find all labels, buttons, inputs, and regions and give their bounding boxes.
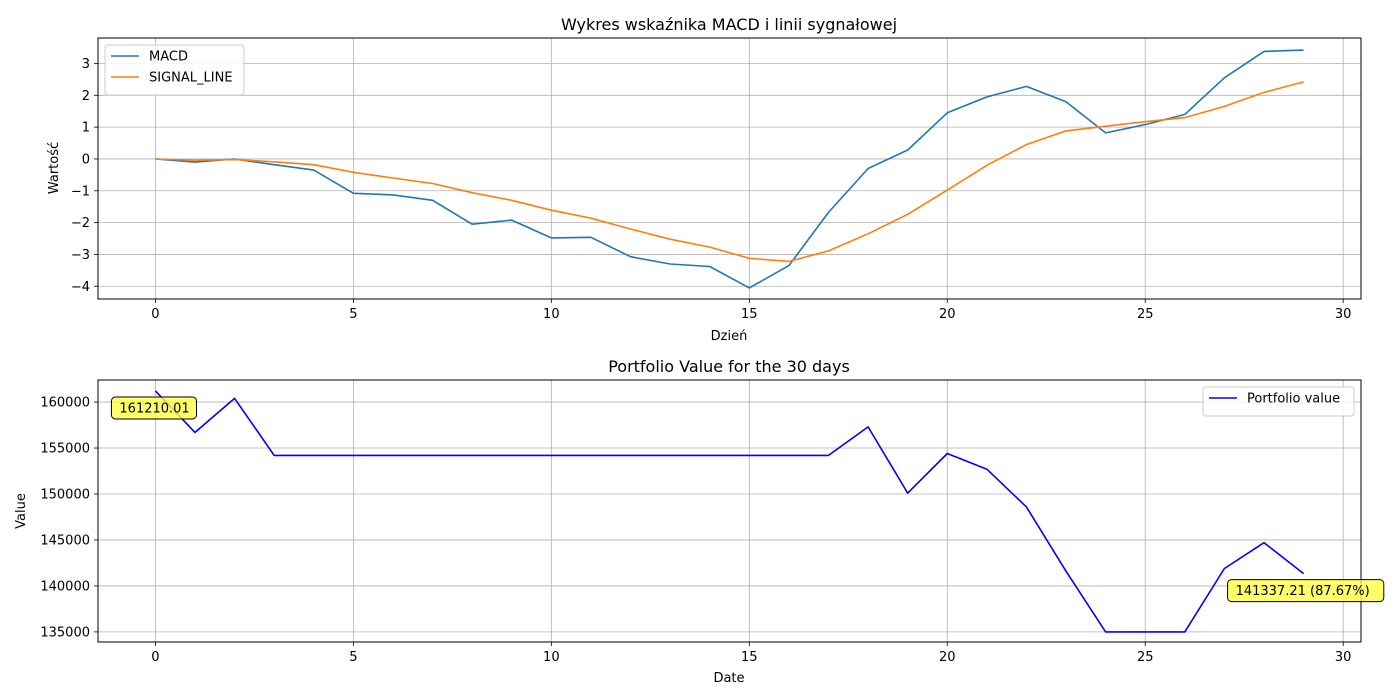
portfolio-y-tick-label: 135000 bbox=[40, 625, 90, 640]
macd-legend-label: SIGNAL_LINE bbox=[149, 71, 233, 86]
macd-grid bbox=[98, 38, 1361, 299]
macd-y-tick-label: −2 bbox=[71, 216, 90, 231]
portfolio-annotation-label: 161210.01 bbox=[119, 401, 189, 416]
macd-y-tick-label: 2 bbox=[82, 89, 90, 104]
macd-x-tick-label: 20 bbox=[939, 307, 956, 322]
macd-y-tick-label: 3 bbox=[82, 57, 90, 72]
macd-x-tick-label: 25 bbox=[1137, 307, 1154, 322]
macd-legend: MACD SIGNAL_LINE bbox=[104, 44, 245, 96]
portfolio-legend: Portfolio value bbox=[1202, 386, 1355, 417]
portfolio-y-tick-label: 160000 bbox=[40, 396, 90, 411]
portfolio-y-tick-label: 145000 bbox=[40, 533, 90, 548]
portfolio-x-tick-label: 25 bbox=[1137, 650, 1154, 665]
portfolio-grid bbox=[98, 380, 1361, 642]
macd-y-tick-label: −3 bbox=[71, 248, 90, 263]
macd-series-signal-line bbox=[155, 81, 1304, 263]
portfolio-annotation-label: 141337.21 (87.67%) bbox=[1236, 584, 1370, 599]
portfolio-chart-title: Portfolio Value for the 30 days bbox=[608, 357, 850, 376]
portfolio-x-axis-label: Date bbox=[713, 671, 744, 686]
portfolio-annotations: 161210.01 141337.21 (87.67%) bbox=[110, 396, 1385, 603]
portfolio-x-tick-label: 20 bbox=[939, 650, 956, 665]
portfolio-legend-label: Portfolio value bbox=[1247, 392, 1340, 407]
portfolio-series-group bbox=[154, 390, 1305, 633]
macd-y-tick-label: 1 bbox=[82, 121, 90, 136]
portfolio-x-tick-label: 10 bbox=[543, 650, 560, 665]
macd-y-tick-label: −1 bbox=[71, 184, 90, 199]
portfolio-y-axis-label: Value bbox=[14, 493, 29, 529]
macd-plot: Wykres wskaźnika MACD i linii sygnałowej… bbox=[47, 15, 1362, 344]
macd-x-tick-label: 5 bbox=[349, 307, 357, 322]
macd-y-tick-label: 0 bbox=[82, 152, 90, 167]
macd-x-tick-label: 0 bbox=[151, 307, 159, 322]
portfolio-y-tick-label: 150000 bbox=[40, 487, 90, 502]
macd-legend-box bbox=[104, 44, 245, 96]
portfolio-plot-frame bbox=[97, 379, 1362, 643]
macd-x-tick-label: 30 bbox=[1335, 307, 1352, 322]
macd-series-group bbox=[155, 49, 1304, 289]
macd-chart-title: Wykres wskaźnika MACD i linii sygnałowej bbox=[561, 15, 897, 34]
portfolio-ticks: 0 5 10 15 20 25 30 135000 140000 145000 150000 1550… bbox=[40, 396, 1351, 665]
portfolio-series-portfolio-value bbox=[154, 390, 1305, 633]
portfolio-x-tick-label: 15 bbox=[741, 650, 758, 665]
macd-ticks: 0 5 10 15 20 25 30 −4 −3 −2 −1 0 1 2 3 bbox=[71, 57, 1352, 322]
portfolio-x-tick-label: 0 bbox=[151, 650, 159, 665]
portfolio-x-tick-label: 30 bbox=[1335, 650, 1352, 665]
macd-y-axis-label: Wartość bbox=[47, 142, 62, 194]
macd-plot-frame bbox=[97, 37, 1362, 300]
macd-series-macd bbox=[155, 49, 1304, 289]
portfolio-y-tick-label: 155000 bbox=[40, 442, 90, 457]
macd-x-axis-label: Dzień bbox=[711, 329, 748, 344]
macd-x-tick-label: 10 bbox=[543, 307, 560, 322]
portfolio-x-tick-label: 5 bbox=[349, 650, 357, 665]
macd-legend-label: MACD bbox=[149, 50, 188, 65]
portfolio-legend-box bbox=[1202, 386, 1355, 417]
portfolio-annotation-box bbox=[1227, 579, 1385, 603]
portfolio-plot: Portfolio Value for the 30 days 0 5 10 15 20… bbox=[14, 357, 1385, 686]
macd-y-tick-label: −4 bbox=[71, 280, 90, 295]
portfolio-y-tick-label: 140000 bbox=[40, 579, 90, 594]
portfolio-annotation-box bbox=[110, 396, 198, 420]
macd-x-tick-label: 15 bbox=[741, 307, 758, 322]
